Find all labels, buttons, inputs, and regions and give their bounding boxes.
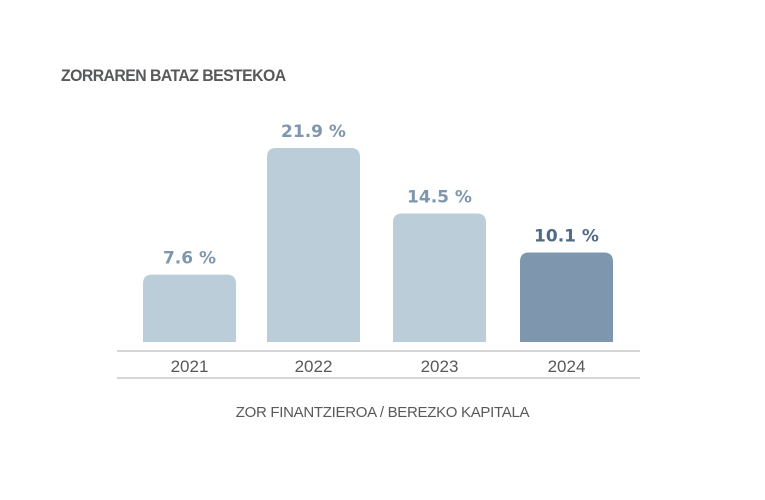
x-tick-label-2023: 2023 [421,357,459,376]
bar-2024 [520,252,613,342]
bar-2022 [267,148,360,342]
bar-value-label-2022: 21.9 % [281,122,346,142]
x-tick-label-2024: 2024 [548,357,586,376]
x-tick-label-2022: 2022 [295,357,333,376]
bar-value-label-2024: 10.1 % [534,227,599,247]
x-tick-label-2021: 2021 [171,357,209,376]
bar-2023 [393,213,486,342]
x-axis-caption: ZOR FINANTZIEROA / BEREZKO KAPITALA [235,404,530,421]
bar-2021 [143,274,236,342]
bar-value-label-2023: 14.5 % [407,188,472,208]
chart-title: ZORRAREN BATAZ BESTEKOA [61,66,286,85]
bar-value-label-2021: 7.6 % [163,249,216,269]
